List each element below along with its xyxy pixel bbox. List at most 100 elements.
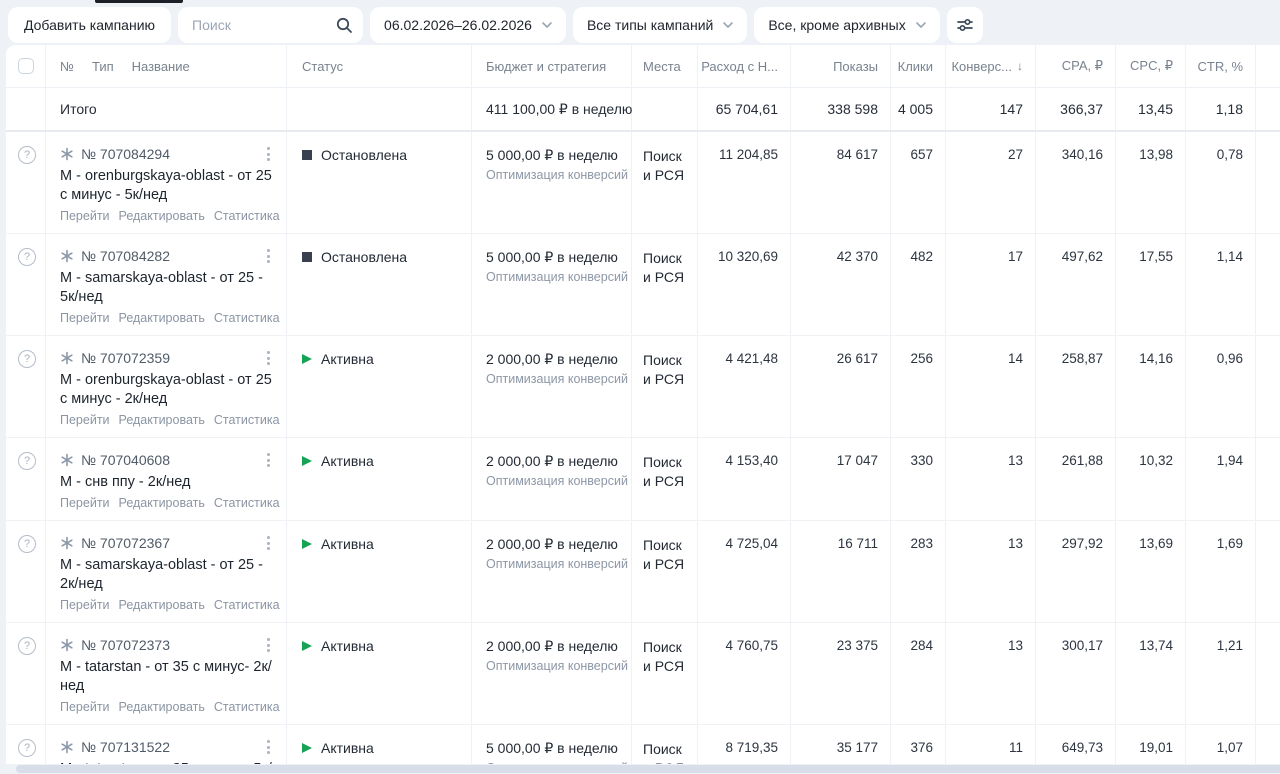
totals-ctr: 1,18 [1186, 88, 1256, 130]
campaign-name[interactable]: М - tatarstan - от 35 с минус- 5к/нед [60, 760, 274, 764]
row-budget-cell[interactable]: 5 000,00 ₽ в неделю Оптимизация конверси… [472, 234, 632, 335]
statistics-link[interactable]: Статистика [213, 598, 280, 612]
statistics-link[interactable]: Статистика [213, 700, 280, 714]
row-cpa: 300,17 [1036, 623, 1116, 724]
help-icon[interactable]: ? [18, 248, 36, 266]
campaign-number: № 707072367 [81, 535, 170, 551]
help-icon[interactable]: ? [18, 452, 36, 470]
kebab-menu-button[interactable] [263, 145, 274, 163]
help-icon[interactable]: ? [18, 739, 36, 757]
row-conversions: 13 [946, 623, 1036, 724]
go-to-link[interactable]: Перейти [60, 496, 110, 510]
kebab-menu-button[interactable] [263, 636, 274, 654]
row-clicks: 376 [891, 725, 946, 764]
header-status: Статус [287, 45, 472, 87]
row-budget-cell[interactable]: 2 000,00 ₽ в неделю Оптимизация конверси… [472, 521, 632, 622]
search-icon [336, 17, 352, 33]
go-to-link[interactable]: Перейти [60, 598, 110, 612]
date-range-dropdown[interactable]: 06.02.2026–26.02.2026 [370, 7, 566, 43]
header-cpa[interactable]: CPA, ₽ [1036, 45, 1116, 87]
kebab-menu-button[interactable] [263, 349, 274, 367]
row-status-cell: Остановлена [287, 132, 472, 233]
row-extra-cell [1256, 336, 1280, 437]
row-extra-cell [1256, 521, 1280, 622]
row-budget-cell[interactable]: 5 000,00 ₽ в неделю Оптимизация конверси… [472, 725, 632, 764]
horizontal-scrollbar[interactable] [16, 765, 1280, 773]
campaign-type-filter-value: Все типы кампаний [586, 17, 714, 33]
campaign-name[interactable]: М - samarskaya-oblast - от 25 - 2к/нед [60, 557, 263, 592]
status-icon [302, 150, 312, 160]
help-icon[interactable]: ? [18, 146, 36, 164]
statistics-link[interactable]: Статистика [213, 413, 280, 427]
toolbar: Добавить кампанию 06.02.2026–26.02.2026 … [8, 7, 983, 43]
search-box[interactable] [178, 7, 364, 43]
kebab-menu-button[interactable] [263, 534, 274, 552]
kebab-menu-button[interactable] [263, 451, 274, 469]
statistics-link[interactable]: Статистика [213, 209, 280, 223]
campaign-type-filter-dropdown[interactable]: Все типы кампаний [572, 7, 748, 43]
go-to-link[interactable]: Перейти [60, 700, 110, 714]
campaign-name[interactable]: М - orenburgskaya-oblast - от 25 с минус… [60, 372, 272, 407]
row-conversions: 11 [946, 725, 1036, 764]
kebab-menu-button[interactable] [263, 738, 274, 756]
campaign-name[interactable]: М - samarskaya-oblast - от 25 - 5к/нед [60, 270, 263, 305]
row-name-cell: № 707072373 М - tatarstan - от 35 с мину… [46, 623, 287, 724]
edit-link[interactable]: Редактировать [118, 311, 205, 325]
row-budget-cell[interactable]: 5 000,00 ₽ в неделю Оптимизация конверси… [472, 132, 632, 233]
edit-link[interactable]: Редактировать [118, 496, 205, 510]
statistics-link[interactable]: Статистика [213, 496, 280, 510]
status-label: Активна [321, 740, 374, 756]
strategy-label: Оптимизация конверсий [486, 168, 628, 182]
row-budget-cell[interactable]: 2 000,00 ₽ в неделю Оптимизация конверси… [472, 336, 632, 437]
budget-value: 5 000,00 ₽ в неделю [486, 147, 618, 163]
row-budget-cell[interactable]: 2 000,00 ₽ в неделю Оптимизация конверси… [472, 438, 632, 520]
header-num: № [60, 58, 74, 74]
filter-settings-button[interactable] [946, 7, 983, 43]
go-to-link[interactable]: Перейти [60, 413, 110, 427]
status-label: Активна [321, 638, 374, 654]
header-ctr[interactable]: CTR, % [1186, 45, 1256, 87]
edit-link[interactable]: Редактировать [118, 700, 205, 714]
statistics-link[interactable]: Статистика [213, 311, 280, 325]
kebab-menu-button[interactable] [263, 247, 274, 265]
campaign-name[interactable]: М - tatarstan - от 35 с минус- 2к/нед [60, 659, 272, 694]
campaign-name[interactable]: М - orenburgskaya-oblast - от 25 с минус… [60, 168, 272, 203]
search-input[interactable] [192, 17, 323, 33]
strategy-label: Оптимизация конверсий [486, 270, 628, 284]
row-name-cell: № 707040608 М - снв ппу - 2к/нед Перейти… [46, 438, 287, 520]
campaign-type-icon [60, 249, 74, 263]
sort-desc-icon: ↓ [1017, 59, 1023, 73]
totals-label: Итого [46, 88, 287, 130]
row-spend: 10 320,69 [698, 234, 791, 335]
header-impressions[interactable]: Показы [791, 45, 891, 87]
row-cpc: 13,98 [1116, 132, 1186, 233]
help-icon[interactable]: ? [18, 535, 36, 553]
row-cpc: 13,69 [1116, 521, 1186, 622]
row-spend: 4 421,48 [698, 336, 791, 437]
row-status-cell: Активна [287, 336, 472, 437]
header-clicks[interactable]: Клики [891, 45, 946, 87]
help-icon[interactable]: ? [18, 350, 36, 368]
go-to-link[interactable]: Перейти [60, 209, 110, 223]
row-budget-cell[interactable]: 2 000,00 ₽ в неделю Оптимизация конверси… [472, 623, 632, 724]
header-spend[interactable]: Расход с Н... [698, 45, 791, 87]
row-extra-cell [1256, 132, 1280, 233]
go-to-link[interactable]: Перейти [60, 311, 110, 325]
status-label: Активна [321, 453, 374, 469]
campaign-number: № 707040608 [81, 452, 170, 468]
budget-value: 5 000,00 ₽ в неделю [486, 740, 618, 756]
archive-filter-dropdown[interactable]: Все, кроме архивных [754, 7, 940, 43]
row-status-cell: Активна [287, 725, 472, 764]
header-conversions[interactable]: Конверс... ↓ [946, 45, 1036, 87]
header-checkbox-cell [6, 45, 46, 87]
header-cpc[interactable]: CPC, ₽ [1116, 45, 1186, 87]
edit-link[interactable]: Редактировать [118, 209, 205, 223]
select-all-checkbox[interactable] [18, 58, 34, 74]
header-conversions-label: Конверс... [951, 58, 1012, 74]
add-campaign-button[interactable]: Добавить кампанию [8, 7, 172, 43]
help-icon[interactable]: ? [18, 637, 36, 655]
totals-conversions: 147 [946, 88, 1036, 130]
edit-link[interactable]: Редактировать [118, 413, 205, 427]
edit-link[interactable]: Редактировать [118, 598, 205, 612]
campaign-name[interactable]: М - снв ппу - 2к/нед [60, 474, 191, 490]
